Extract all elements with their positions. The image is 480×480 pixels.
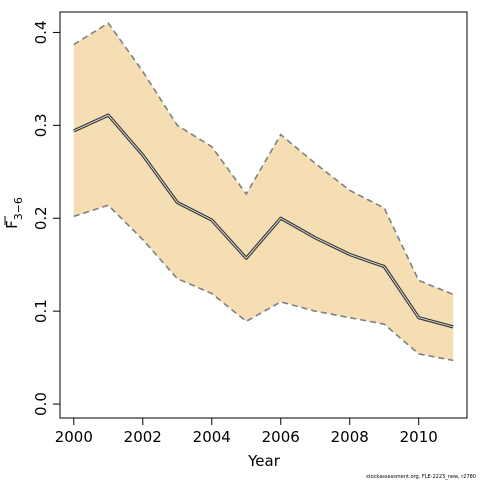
y-tick-label: 0.3 bbox=[32, 113, 50, 137]
x-tick-label: 2006 bbox=[262, 428, 300, 446]
confidence-band bbox=[73, 23, 454, 361]
lower-bound-line bbox=[73, 204, 454, 362]
x-axis: 2000 2002 2004 2006 2008 2010 bbox=[55, 417, 438, 446]
x-tick-label: 2008 bbox=[331, 428, 369, 446]
x-axis-title: Year bbox=[247, 452, 281, 470]
x-tick-label: 2010 bbox=[400, 428, 438, 446]
upper-bound-line bbox=[73, 22, 454, 296]
x-tick-label: 2000 bbox=[55, 428, 93, 446]
footer-text: stockassessment.org, FLE-2223_new, r2780 bbox=[366, 474, 476, 480]
y-tick-label: 0.2 bbox=[32, 206, 50, 230]
x-tick-label: 2002 bbox=[124, 428, 162, 446]
y-axis-title-main: F bbox=[3, 220, 21, 229]
y-axis: 0.0 0.1 0.2 0.3 0.4 bbox=[32, 21, 61, 416]
svg-text:F3−6: F3−6 bbox=[3, 197, 25, 229]
y-tick-label: 0.4 bbox=[32, 21, 50, 45]
y-tick-label: 0.0 bbox=[32, 392, 50, 416]
x-tick-label: 2004 bbox=[193, 428, 231, 446]
y-axis-title: F3−6 bbox=[3, 197, 25, 229]
y-tick-label: 0.1 bbox=[32, 299, 50, 323]
y-axis-title-subscript: 3−6 bbox=[12, 197, 25, 220]
estimate-line-inner bbox=[73, 114, 454, 328]
